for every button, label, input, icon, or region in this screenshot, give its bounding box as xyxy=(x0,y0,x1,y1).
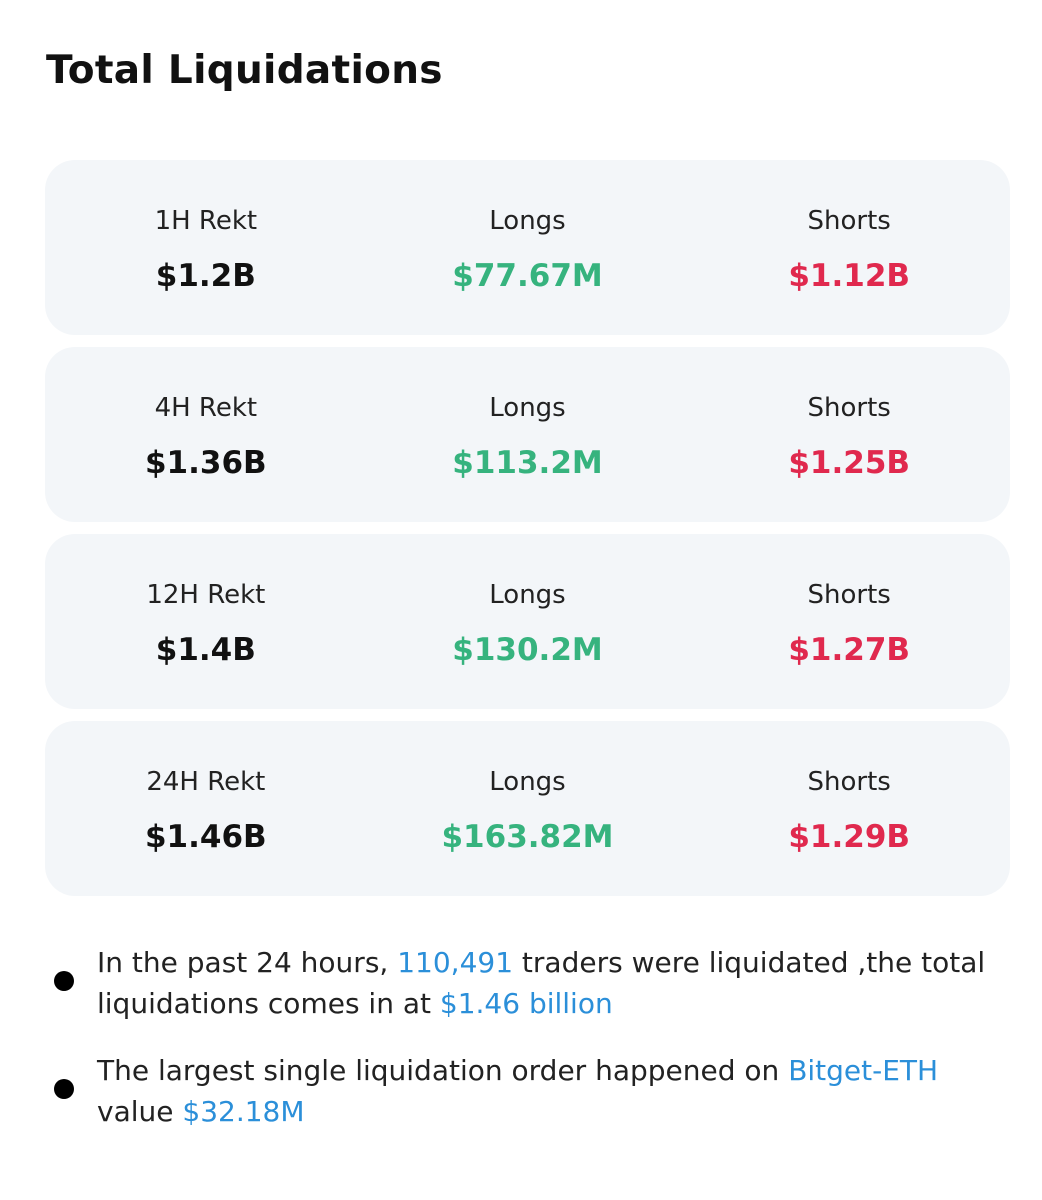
stat-value: $77.67M xyxy=(452,258,603,294)
stat-label: 4H Rekt xyxy=(154,393,258,423)
stat-column: Shorts $1.25B xyxy=(688,347,1010,522)
stat-card: 24H Rekt $1.46B Longs $163.82M Shorts $1.29B xyxy=(45,721,1010,896)
stat-label: Longs xyxy=(489,393,566,423)
stat-column: 24H Rekt $1.46B xyxy=(45,721,367,896)
bullet-dot xyxy=(54,1079,74,1099)
stat-label: Longs xyxy=(489,767,566,797)
card-list: 1H Rekt $1.2B Longs $77.67M Shorts $1.12B 4H R… xyxy=(45,160,1010,908)
highlight-text: $32.18M xyxy=(182,1095,305,1128)
stat-value: $1.29B xyxy=(788,819,911,855)
stat-value: $130.2M xyxy=(452,632,603,668)
stat-column: Longs $113.2M xyxy=(367,347,689,522)
text: traders were liquidated ,the total liqui… xyxy=(97,946,986,1020)
stat-label: Shorts xyxy=(807,580,891,610)
stat-label: Longs xyxy=(489,206,566,236)
stat-card: 1H Rekt $1.2B Longs $77.67M Shorts $1.12B xyxy=(45,160,1010,335)
stat-column: 12H Rekt $1.4B xyxy=(45,534,367,709)
stat-value: $1.25B xyxy=(788,445,911,481)
bullet-item: The largest single liquidation order hap… xyxy=(52,1050,992,1132)
stat-label: 24H Rekt xyxy=(146,767,266,797)
stat-value: $1.46B xyxy=(144,819,267,855)
stat-label: Shorts xyxy=(807,206,891,236)
stat-value: $163.82M xyxy=(441,819,614,855)
highlight-text: 110,491 xyxy=(397,946,514,979)
text: The largest single liquidation order hap… xyxy=(97,1054,789,1087)
highlight-text: Bitget-ETH xyxy=(788,1054,939,1087)
text: value xyxy=(97,1095,183,1128)
title: Total Liquidations xyxy=(46,48,443,93)
stat-label: 12H Rekt xyxy=(146,580,266,610)
bullet-item: In the past 24 hours, 110,491 traders we… xyxy=(52,942,992,1024)
stat-value: $1.27B xyxy=(788,632,911,668)
stat-label: Shorts xyxy=(807,393,891,423)
stat-column: Longs $163.82M xyxy=(367,721,689,896)
stat-value: $1.2B xyxy=(155,258,256,294)
stat-value: $1.12B xyxy=(788,258,911,294)
stat-column: Shorts $1.27B xyxy=(688,534,1010,709)
highlight-text: $1.46 billion xyxy=(439,987,613,1020)
stat-value: $1.36B xyxy=(144,445,267,481)
stat-card: 12H Rekt $1.4B Longs $130.2M Shorts $1.27B xyxy=(45,534,1010,709)
stat-card: 4H Rekt $1.36B Longs $113.2M Shorts $1.25B xyxy=(45,347,1010,522)
stat-column: Shorts $1.12B xyxy=(688,160,1010,335)
stat-value: $113.2M xyxy=(452,445,603,481)
stat-column: Shorts $1.29B xyxy=(688,721,1010,896)
bullet-list: In the past 24 hours, 110,491 traders we… xyxy=(52,942,992,1158)
stat-label: 1H Rekt xyxy=(154,206,258,236)
bullet-dot xyxy=(54,971,74,991)
stat-label: Longs xyxy=(489,580,566,610)
text: In the past 24 hours, xyxy=(97,946,398,979)
stat-column: Longs $130.2M xyxy=(367,534,689,709)
stat-label: Shorts xyxy=(807,767,891,797)
stat-column: 4H Rekt $1.36B xyxy=(45,347,367,522)
stat-column: Longs $77.67M xyxy=(367,160,689,335)
stat-value: $1.4B xyxy=(155,632,256,668)
stat-column: 1H Rekt $1.2B xyxy=(45,160,367,335)
